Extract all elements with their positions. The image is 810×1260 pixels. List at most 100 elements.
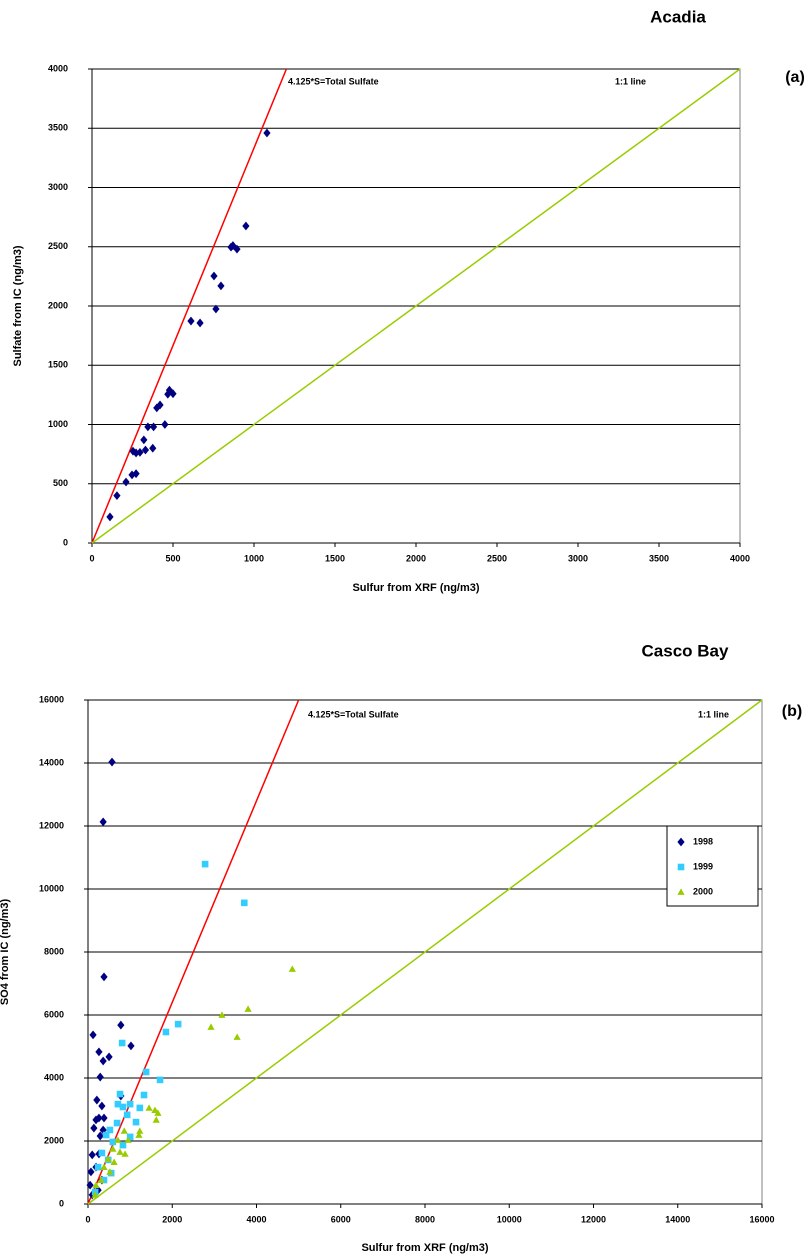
x-tick-label: 0 (89, 553, 94, 563)
marker (218, 1011, 226, 1018)
marker (95, 1047, 103, 1057)
x-tick-label: 16000 (749, 1214, 774, 1224)
marker (86, 1180, 94, 1190)
y-tick-label: 12000 (39, 820, 64, 830)
marker (233, 244, 241, 254)
marker (240, 899, 248, 907)
line-label: 1:1 line (615, 76, 646, 86)
x-tick-label: 500 (165, 553, 180, 563)
marker (233, 1033, 241, 1040)
marker (97, 1176, 105, 1183)
marker (132, 1118, 140, 1126)
marker (114, 1136, 122, 1143)
x-tick-label: 1000 (244, 553, 264, 563)
x-tick-label: 2000 (406, 553, 426, 563)
marker (116, 1148, 124, 1155)
marker (99, 817, 107, 827)
marker (100, 972, 108, 982)
marker (217, 281, 225, 291)
marker (116, 1090, 124, 1098)
marker (120, 1127, 128, 1134)
marker (90, 1123, 98, 1133)
legend-label: 1999 (693, 861, 713, 871)
y-tick-label: 6000 (44, 1009, 64, 1019)
marker (142, 1068, 150, 1076)
marker (89, 1030, 97, 1040)
marker (88, 1150, 96, 1160)
marker (126, 1100, 134, 1108)
line-label: 1:1 line (698, 709, 729, 719)
marker (100, 1163, 108, 1171)
marker (96, 1131, 104, 1141)
chart: 0 2000 4000 6000 8000 10000 12000 14000 16000 0 20… (0, 641, 802, 1253)
y-axis-label: Sulfate from IC (ng/m3) (12, 245, 24, 366)
marker (118, 1039, 126, 1047)
y-tick-label: 14000 (39, 757, 64, 767)
marker (96, 1072, 104, 1082)
marker (132, 448, 140, 458)
x-tick-label: 8000 (415, 1214, 435, 1224)
marker (99, 1125, 107, 1135)
reference-line (91, 68, 741, 544)
marker (117, 1020, 125, 1030)
x-tick-label: 1500 (325, 553, 345, 563)
marker (207, 1023, 215, 1030)
chart-title: Acadia (650, 7, 706, 26)
marker (94, 1163, 102, 1171)
marker (162, 1028, 170, 1036)
y-tick-label: 2500 (48, 241, 68, 251)
marker (100, 1113, 108, 1123)
marker (164, 389, 172, 399)
marker (212, 304, 220, 314)
marker (99, 1056, 107, 1066)
marker (196, 318, 204, 328)
marker (105, 1052, 113, 1062)
marker (98, 1149, 106, 1157)
marker (91, 1191, 99, 1198)
y-tick-label: 2000 (44, 1135, 64, 1145)
x-tick-label: 14000 (665, 1214, 690, 1224)
marker (122, 477, 130, 487)
marker (151, 1106, 159, 1114)
marker (242, 221, 250, 231)
panel-label: (b) (782, 703, 802, 720)
x-tick-label: 4000 (730, 553, 750, 563)
y-tick-label: 1000 (48, 419, 68, 429)
marker (136, 1104, 144, 1112)
x-axis-label: Sulfur from XRF (ng/m3) (361, 1242, 488, 1254)
y-tick-label: 10000 (39, 883, 64, 893)
x-tick-label: 3500 (649, 553, 669, 563)
reference-line (87, 699, 763, 1205)
marker (156, 1076, 164, 1084)
marker (149, 422, 158, 432)
chart-title: Casco Bay (642, 641, 729, 660)
marker (106, 1126, 114, 1134)
x-tick-label: 10000 (497, 1214, 522, 1224)
marker (87, 1167, 95, 1177)
marker (119, 1141, 127, 1149)
marker (140, 1091, 148, 1099)
reference-line (91, 68, 288, 544)
marker (92, 1181, 100, 1188)
x-axis-label: Sulfur from XRF (ng/m3) (352, 582, 479, 594)
marker (106, 1168, 114, 1175)
marker (100, 1176, 108, 1184)
marker (126, 1133, 134, 1141)
x-tick-label: 6000 (331, 1214, 351, 1224)
marker (104, 1155, 112, 1162)
y-tick-label: 3500 (48, 123, 68, 133)
line-label: 4.125*S=Total Sulfate (288, 76, 379, 86)
marker (124, 1136, 132, 1143)
legend-label: 2000 (693, 886, 713, 896)
y-tick-label: 2000 (48, 300, 68, 310)
marker (98, 1101, 106, 1111)
marker (149, 443, 157, 453)
marker (110, 1158, 118, 1165)
y-tick-label: 0 (63, 537, 68, 547)
x-tick-label: 12000 (581, 1214, 606, 1224)
x-tick-label: 3000 (568, 553, 588, 563)
marker (119, 1103, 127, 1111)
marker (161, 420, 169, 429)
marker (127, 1041, 135, 1051)
